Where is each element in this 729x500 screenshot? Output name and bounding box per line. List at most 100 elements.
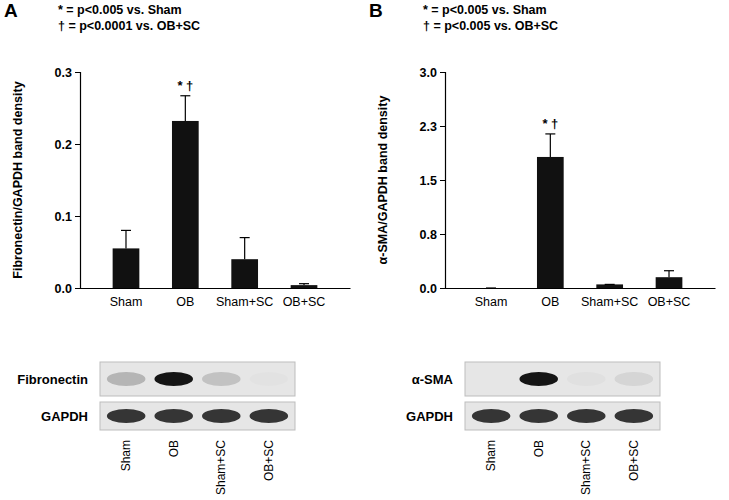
error-cap [121, 230, 131, 231]
y-axis-line [440, 73, 446, 289]
y-axis: 0.0 0.1 0.2 0.3 [55, 66, 81, 296]
plot-area [486, 134, 682, 288]
error-stem [668, 271, 669, 277]
y-tick: 0.8 [420, 228, 445, 242]
x-tick: OB [541, 288, 559, 309]
y-tick: 3.0 [420, 66, 445, 80]
annotation: * = p<0.005 vs. Sham [423, 3, 547, 17]
loading-band [472, 409, 511, 423]
blot-lane-label: OB+SC [627, 440, 641, 481]
blot-band [154, 372, 193, 386]
y-tick-mark [440, 72, 445, 73]
y-tick-label: 3.0 [420, 66, 437, 80]
x-axis: Sham OB Sham+SC OB+SC [446, 288, 716, 309]
panel: B * = p<0.005 vs. Sham † = p<0.005 vs. OB+… [369, 0, 716, 495]
blot-lane-label: Sham [119, 440, 133, 471]
x-axis-line [81, 288, 351, 289]
bar [537, 157, 564, 288]
x-tick: OB [176, 288, 194, 309]
blot-band [615, 372, 654, 386]
error-stem [550, 134, 551, 157]
error-bar [180, 96, 190, 121]
y-tick: 0.0 [55, 282, 80, 296]
blot-strip [100, 402, 295, 430]
plot-area [113, 96, 318, 288]
y-tick-mark [75, 144, 80, 145]
blot-lane-label: OB+SC [262, 440, 276, 481]
bar [478, 288, 505, 289]
blot-lane-label: OB [532, 440, 546, 457]
y-tick: 0.3 [55, 66, 80, 80]
blot-row-label: GAPDH [406, 409, 453, 424]
x-tick-label: Sham+SC [216, 295, 273, 309]
blot-band [567, 372, 606, 386]
y-tick-label: 2.3 [420, 120, 437, 134]
x-tick-label: OB [176, 295, 194, 309]
bar [231, 259, 258, 288]
error-cap [240, 237, 250, 238]
error-cap [180, 95, 190, 96]
y-tick: 0.1 [55, 210, 80, 224]
blot-lane-label: OB [167, 440, 181, 457]
y-axis-title: α-SMA/GAPDH band density [376, 96, 390, 265]
y-tick: 0.0 [420, 282, 445, 296]
y-tick-mark [75, 72, 80, 73]
y-axis: 0.0 0.8 1.5 2.3 3.0 [420, 66, 446, 296]
panel: A* = p<0.005 vs. Sham† = p<0.0001 vs. OB… [4, 0, 351, 495]
y-tick-mark [440, 234, 445, 235]
significance-label: * † [542, 116, 558, 131]
x-tick-label: OB+SC [648, 295, 691, 309]
bar [113, 248, 140, 288]
loading-band [250, 409, 289, 423]
blot-strip [465, 402, 660, 430]
blot-band [519, 372, 558, 386]
y-axis-title: Fibronectin/GAPDH band density [11, 81, 25, 278]
panel-label: B [369, 0, 383, 21]
y-tick-label: 0.1 [55, 210, 72, 224]
blot-band [202, 372, 241, 386]
error-bar [545, 134, 555, 157]
y-tick: 0.2 [55, 138, 80, 152]
blot-band [250, 372, 289, 386]
loading-band [107, 409, 146, 423]
y-tick-label: 0.2 [55, 138, 72, 152]
loading-band [154, 409, 193, 423]
error-bar [121, 230, 131, 248]
y-tick-label: 0.3 [55, 66, 72, 80]
y-tick-mark [75, 216, 80, 217]
y-tick-mark [440, 180, 445, 181]
significance-label: * † [177, 78, 193, 93]
loading-band [202, 409, 241, 423]
x-tick: OB+SC [648, 288, 691, 309]
blot-band [107, 372, 146, 386]
x-tick: Sham [475, 288, 508, 309]
error-stem [185, 96, 186, 121]
y-tick-mark [440, 288, 445, 289]
error-bar [664, 271, 674, 277]
y-tick-label: 1.5 [420, 174, 437, 188]
loading-band [519, 409, 558, 423]
y-tick-label: 0.0 [55, 282, 72, 296]
x-axis: Sham OB Sham+SC OB+SC [81, 288, 351, 309]
loading-band [567, 409, 606, 423]
panel-label: A [4, 0, 18, 21]
annotation: † = p<0.0001 vs. OB+SC [58, 19, 200, 33]
annotation: † = p<0.005 vs. OB+SC [423, 19, 558, 33]
blot-row-label: Fibronectin [17, 372, 88, 387]
x-tick: Sham [110, 288, 143, 309]
error-stem [125, 230, 126, 248]
error-bar [486, 288, 496, 289]
blot-lane-label: Sham [484, 440, 498, 471]
x-tick: OB+SC [283, 288, 326, 309]
blot-row-label: α-SMA [412, 372, 454, 387]
x-tick-label: OB+SC [283, 295, 326, 309]
y-tick-label: 0.0 [420, 282, 437, 296]
x-tick-label: OB [541, 295, 559, 309]
y-tick: 1.5 [420, 174, 445, 188]
x-tick-label: Sham+SC [581, 295, 638, 309]
error-bar [605, 284, 615, 285]
bar [172, 121, 199, 288]
error-bar [299, 284, 309, 285]
y-tick-mark [75, 288, 80, 289]
y-tick-label: 0.8 [420, 228, 437, 242]
